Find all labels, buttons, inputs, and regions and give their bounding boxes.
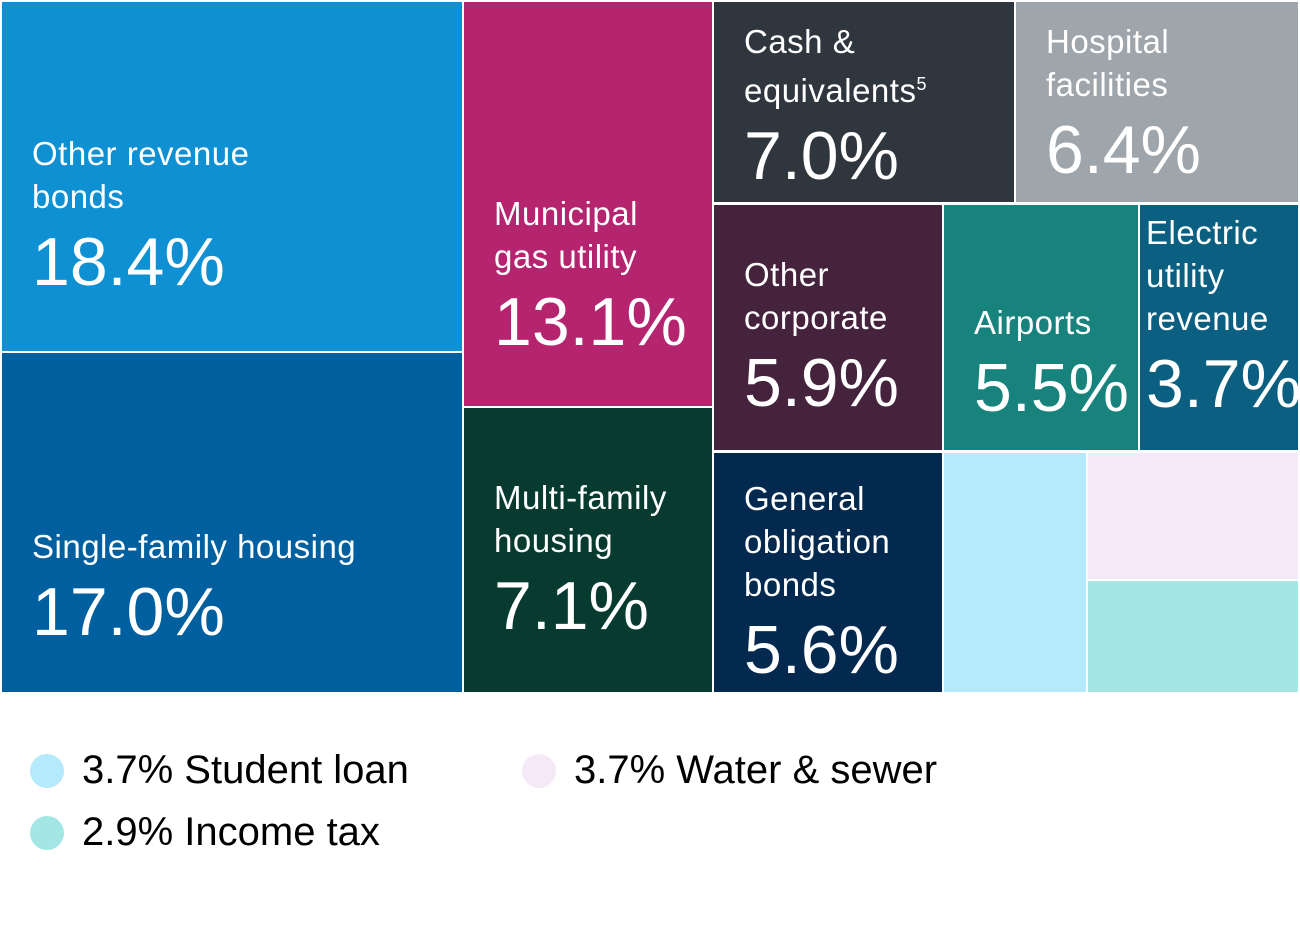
treemap-tile: Municipal gas utility 13.1% xyxy=(464,2,712,406)
legend-swatch xyxy=(30,753,64,788)
tile-value: 7.0% xyxy=(744,118,899,194)
treemap-tile: Other revenue bonds 18.4% xyxy=(2,2,462,351)
tile-label: Municipal gas utility xyxy=(494,195,638,275)
treemap-tile: Airports 5.5% xyxy=(944,205,1138,450)
legend-label: 3.7% Water & sewer xyxy=(574,748,938,792)
treemap-tile xyxy=(1088,581,1298,692)
tile-value: 3.7% xyxy=(1146,346,1300,422)
tile-value: 7.1% xyxy=(494,568,649,644)
tile-label: Electric utility revenue xyxy=(1146,214,1269,337)
treemap-tile xyxy=(1088,453,1298,579)
tile-value: 18.4% xyxy=(32,224,225,300)
tile-value: 17.0% xyxy=(32,574,225,650)
tile-label: Other corporate xyxy=(744,256,888,336)
tile-label: Cash & equivalents5 xyxy=(744,23,927,109)
legend-item: 3.7% Water & sewer xyxy=(522,748,937,793)
treemap-tile: Hospital facilities 6.4% xyxy=(1016,2,1298,202)
treemap-tile: General obligation bonds 5.6% xyxy=(714,453,942,692)
tile-value: 5.6% xyxy=(744,612,899,688)
footnote-marker: 5 xyxy=(916,74,927,94)
legend-swatch xyxy=(522,753,556,788)
legend-item: 2.9% Income tax xyxy=(30,810,380,855)
tile-label: Other revenue bonds xyxy=(32,135,250,215)
tile-label: Hospital facilities xyxy=(1046,23,1170,103)
legend-label: 3.7% Student loan xyxy=(82,748,409,792)
tile-label: Airports xyxy=(974,304,1092,341)
tile-label: Single-family housing xyxy=(32,528,357,565)
tile-value: 5.5% xyxy=(974,350,1129,426)
tile-label: General obligation bonds xyxy=(744,480,891,603)
treemap-tile: Electric utility revenue 3.7% xyxy=(1140,205,1300,450)
treemap-tile: Multi-family housing 7.1% xyxy=(464,408,712,692)
legend-label: 2.9% Income tax xyxy=(82,810,380,854)
treemap-tile: Single-family housing 17.0% xyxy=(2,353,462,692)
legend-item: 3.7% Student loan xyxy=(30,748,409,793)
tile-label: Multi-family housing xyxy=(494,479,667,559)
tile-value: 13.1% xyxy=(494,284,687,360)
treemap-tile: Other corporate 5.9% xyxy=(714,205,942,450)
treemap-tile xyxy=(944,453,1086,692)
legend-swatch xyxy=(30,815,64,850)
tile-value: 6.4% xyxy=(1046,112,1201,188)
tile-value: 5.9% xyxy=(744,345,899,421)
treemap-tile: Cash & equivalents5 7.0% xyxy=(714,2,1014,202)
